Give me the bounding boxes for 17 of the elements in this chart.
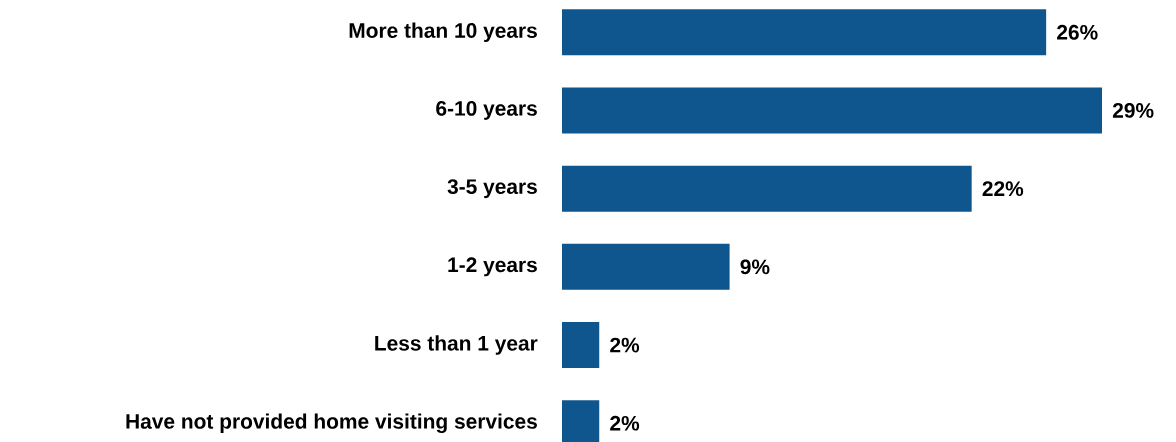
data-label: 22% xyxy=(982,181,1024,197)
data-label: 2% xyxy=(610,337,640,353)
y-tick-label: Have not provided home visiting services xyxy=(126,413,537,434)
bar xyxy=(562,322,600,369)
bar xyxy=(562,165,972,212)
bar xyxy=(562,87,1103,134)
data-label: 9% xyxy=(740,259,770,275)
y-tick-label: Less than 1 year xyxy=(375,335,538,355)
bar xyxy=(562,9,1047,56)
data-label: 2% xyxy=(610,415,640,431)
data-label: 26% xyxy=(1057,24,1098,40)
y-tick-label: 6-10 years xyxy=(436,100,537,120)
y-tick-label: More than 10 years xyxy=(349,22,537,43)
data-label: 29% xyxy=(1112,103,1154,118)
bar xyxy=(562,243,730,290)
y-tick-label: 3-5 years xyxy=(447,179,537,199)
y-tick-label: 1-2 years xyxy=(448,257,537,277)
